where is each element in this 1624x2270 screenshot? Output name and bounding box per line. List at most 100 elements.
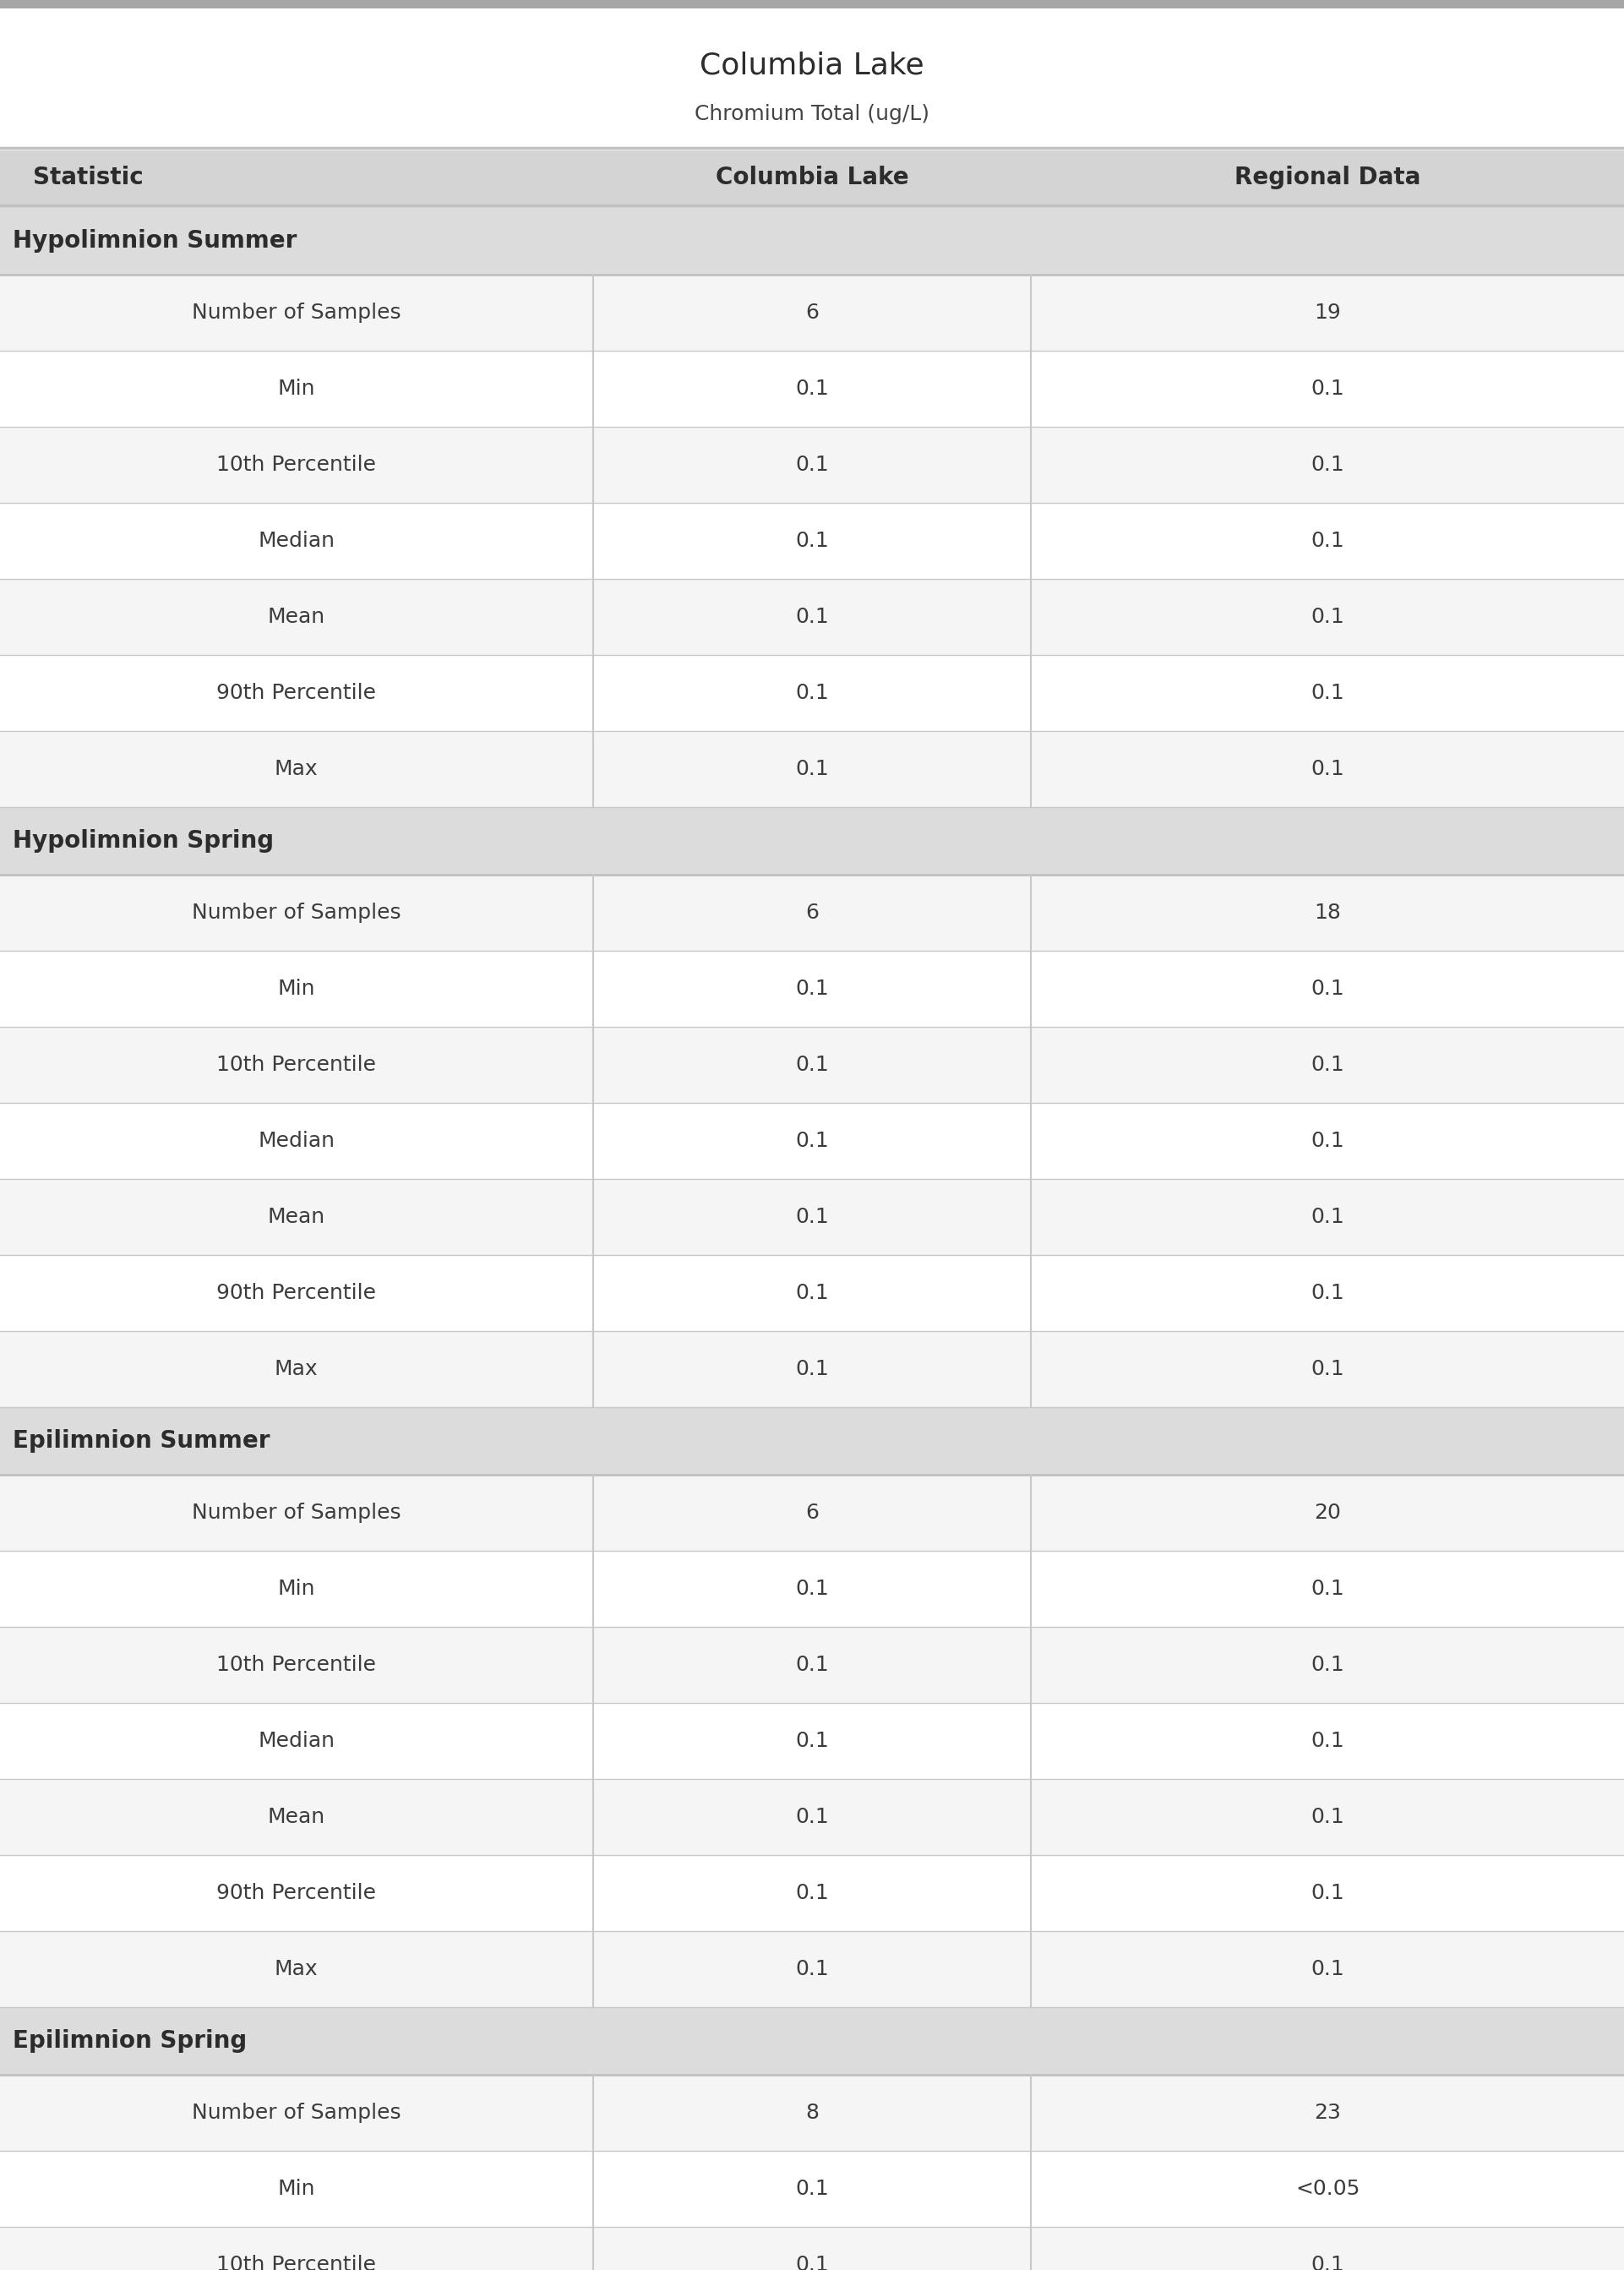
Text: Hypolimnion Spring: Hypolimnion Spring: [13, 829, 274, 854]
Text: Columbia Lake: Columbia Lake: [700, 52, 924, 79]
Bar: [0, 1855, 1624, 1932]
Bar: [0, 207, 1624, 275]
Text: Min: Min: [278, 978, 315, 999]
Text: Number of Samples: Number of Samples: [192, 903, 401, 924]
Text: 0.1: 0.1: [1311, 1283, 1345, 1303]
Bar: [0, 2007, 1624, 2075]
Text: Mean: Mean: [268, 1208, 325, 1228]
Text: Chromium Total (ug/L): Chromium Total (ug/L): [695, 104, 929, 125]
Text: Epilimnion Summer: Epilimnion Summer: [13, 1430, 270, 1453]
Bar: [0, 731, 1624, 808]
Text: 0.1: 0.1: [796, 531, 828, 552]
Text: Median: Median: [258, 1130, 335, 1151]
Text: 0.1: 0.1: [1311, 1130, 1345, 1151]
Bar: [0, 1476, 1624, 1550]
Text: Max: Max: [274, 1959, 318, 1979]
Text: 90th Percentile: 90th Percentile: [216, 683, 377, 704]
Text: 0.1: 0.1: [796, 1208, 828, 1228]
Text: 0.1: 0.1: [1311, 379, 1345, 400]
Text: 0.1: 0.1: [1311, 1208, 1345, 1228]
Text: 0.1: 0.1: [796, 978, 828, 999]
Text: 0.1: 0.1: [796, 1130, 828, 1151]
Bar: [0, 150, 1624, 204]
Text: 0.1: 0.1: [796, 1959, 828, 1979]
Text: 0.1: 0.1: [1311, 1655, 1345, 1675]
Text: 8: 8: [806, 2102, 818, 2122]
Text: Max: Max: [274, 758, 318, 779]
Bar: [0, 1255, 1624, 1330]
Bar: [0, 1780, 1624, 1855]
Text: 10th Percentile: 10th Percentile: [216, 1655, 377, 1675]
Bar: [0, 579, 1624, 656]
Text: 90th Percentile: 90th Percentile: [216, 1882, 377, 1902]
Bar: [0, 1407, 1624, 1476]
Text: Min: Min: [278, 1578, 315, 1598]
Text: Mean: Mean: [268, 1807, 325, 1827]
Text: 0.1: 0.1: [796, 683, 828, 704]
Text: 0.1: 0.1: [796, 606, 828, 627]
Bar: [0, 1550, 1624, 1628]
Text: 10th Percentile: 10th Percentile: [216, 2254, 377, 2270]
Bar: [0, 656, 1624, 731]
Text: 10th Percentile: 10th Percentile: [216, 454, 377, 474]
Text: 0.1: 0.1: [796, 1360, 828, 1380]
Text: 0.1: 0.1: [1311, 1730, 1345, 1750]
Text: 19: 19: [1314, 302, 1341, 322]
Text: 0.1: 0.1: [1311, 1807, 1345, 1827]
Bar: [0, 874, 1624, 951]
Text: 6: 6: [806, 903, 818, 924]
Text: 0.1: 0.1: [796, 1807, 828, 1827]
Bar: [0, 2075, 1624, 2152]
Text: Median: Median: [258, 1730, 335, 1750]
Text: 0.1: 0.1: [1311, 683, 1345, 704]
Text: 23: 23: [1314, 2102, 1341, 2122]
Text: Min: Min: [278, 2179, 315, 2200]
Text: 0.1: 0.1: [796, 1882, 828, 1902]
Text: 0.1: 0.1: [1311, 454, 1345, 474]
Text: Number of Samples: Number of Samples: [192, 2102, 401, 2122]
Text: <0.05: <0.05: [1296, 2179, 1359, 2200]
Text: 0.1: 0.1: [1311, 531, 1345, 552]
Text: 0.1: 0.1: [796, 2179, 828, 2200]
Text: 0.1: 0.1: [796, 454, 828, 474]
Bar: [0, 1103, 1624, 1178]
Text: Min: Min: [278, 379, 315, 400]
Text: Number of Samples: Number of Samples: [192, 1503, 401, 1523]
Bar: [0, 0, 1624, 9]
Text: 20: 20: [1314, 1503, 1341, 1523]
Text: Number of Samples: Number of Samples: [192, 302, 401, 322]
Text: Median: Median: [258, 531, 335, 552]
Text: 0.1: 0.1: [1311, 1959, 1345, 1979]
Bar: [0, 352, 1624, 427]
Text: Epilimnion Spring: Epilimnion Spring: [13, 2029, 247, 2052]
Text: 6: 6: [806, 302, 818, 322]
Text: Regional Data: Regional Data: [1234, 166, 1421, 191]
Text: 0.1: 0.1: [796, 1283, 828, 1303]
Text: 0.1: 0.1: [1311, 978, 1345, 999]
Text: Columbia Lake: Columbia Lake: [716, 166, 908, 191]
Text: 18: 18: [1314, 903, 1341, 924]
Text: 0.1: 0.1: [1311, 1882, 1345, 1902]
Bar: [0, 1628, 1624, 1702]
Text: 0.1: 0.1: [796, 1655, 828, 1675]
Text: Max: Max: [274, 1360, 318, 1380]
Text: Hypolimnion Summer: Hypolimnion Summer: [13, 229, 297, 252]
Bar: [0, 504, 1624, 579]
Text: 90th Percentile: 90th Percentile: [216, 1283, 377, 1303]
Bar: [0, 275, 1624, 352]
Text: 0.1: 0.1: [796, 1056, 828, 1076]
Text: 0.1: 0.1: [796, 2254, 828, 2270]
Text: 0.1: 0.1: [1311, 1578, 1345, 1598]
Bar: [0, 427, 1624, 504]
Text: 0.1: 0.1: [1311, 606, 1345, 627]
Text: 0.1: 0.1: [796, 379, 828, 400]
Bar: [0, 1932, 1624, 2007]
Bar: [0, 2152, 1624, 2227]
Bar: [0, 808, 1624, 874]
Text: 0.1: 0.1: [1311, 2254, 1345, 2270]
Bar: [0, 2227, 1624, 2270]
Bar: [0, 1330, 1624, 1407]
Text: 6: 6: [806, 1503, 818, 1523]
Text: 0.1: 0.1: [1311, 1360, 1345, 1380]
Text: 0.1: 0.1: [1311, 1056, 1345, 1076]
